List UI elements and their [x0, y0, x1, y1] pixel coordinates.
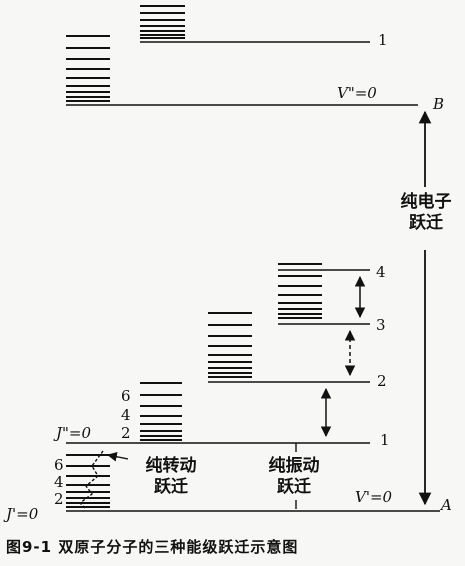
vib-level-4: 4: [376, 263, 386, 281]
v2-rotational-stack: [208, 312, 252, 378]
rotation-pointer-arrow: [107, 451, 129, 462]
vib-level-1: 1: [380, 431, 390, 449]
upper-electronic-v1-rotational-levels: [140, 5, 185, 39]
rotation-transition-label: 纯转动 跃迁: [145, 456, 197, 497]
electronic-transition-label: 纯电子 跃迁: [390, 192, 462, 234]
lower-rot-2: 2: [54, 490, 64, 508]
lower-rot-4: 4: [54, 473, 64, 491]
upper-rot-6: 6: [121, 387, 131, 405]
lower-rot-6: 6: [54, 456, 64, 474]
v1-rotational-stack: [140, 382, 182, 441]
v3-rotational-stack: [278, 263, 322, 319]
upper-rot-2: 2: [121, 424, 131, 442]
upper-rot-4: 4: [121, 406, 131, 424]
lower-v0-label: V'=0: [355, 488, 393, 506]
v0-rotational-stack: [66, 454, 110, 508]
lower-rot-j0: J'=0: [6, 505, 39, 523]
vib-level-3: 3: [376, 316, 386, 334]
upper-v0-label: V"=0: [337, 84, 377, 102]
figure-caption: 图9-1 双原子分子的三种能级跃迁示意图: [6, 538, 299, 556]
upper-v1-number: 1: [378, 31, 388, 49]
vib-level-2: 2: [377, 372, 387, 390]
vibration-transition-label: 纯振动 跃迁: [268, 456, 320, 497]
point-b-label: B: [433, 95, 445, 113]
point-a-label: A: [441, 496, 452, 514]
upper-rot-j0: J"=0: [56, 424, 92, 442]
rotation-zigzag: [78, 450, 104, 510]
upper-electronic-v0-rotational-levels: [66, 35, 110, 102]
